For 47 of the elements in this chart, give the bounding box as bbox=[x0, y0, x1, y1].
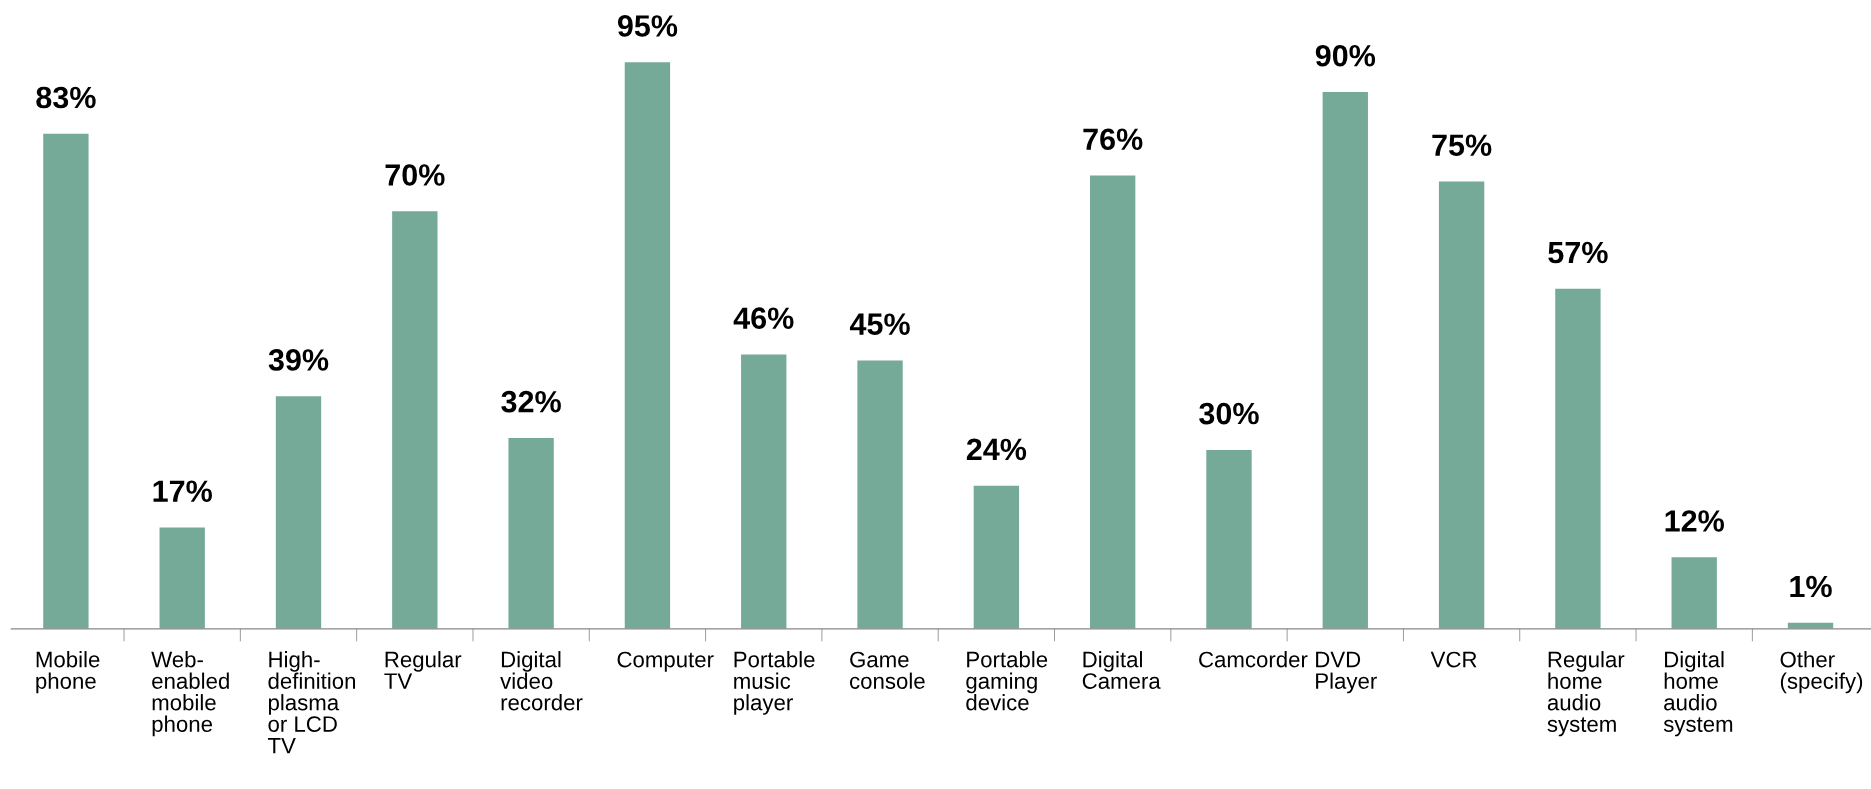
x-tick-label: DVD Player bbox=[1316, 651, 1377, 694]
data-label: 76% bbox=[1083, 128, 1143, 151]
x-tick-label: Mobile phone bbox=[36, 651, 100, 694]
bar bbox=[741, 354, 787, 629]
data-label: 46% bbox=[733, 307, 794, 329]
bar bbox=[1438, 181, 1485, 629]
data-label: 83% bbox=[36, 86, 96, 109]
data-label: 32% bbox=[501, 390, 561, 413]
x-tick-label: Web- enabled mobile phone bbox=[151, 651, 229, 737]
bar bbox=[508, 437, 554, 629]
bar bbox=[973, 485, 1020, 629]
bar bbox=[43, 133, 89, 629]
bar bbox=[392, 211, 438, 629]
x-tick-label: High- definition plasma or LCD TV bbox=[268, 651, 356, 754]
x-tick-label: Digital home audio system bbox=[1663, 651, 1733, 737]
x-tick-label: Portable music player bbox=[734, 651, 815, 715]
bar bbox=[624, 62, 671, 629]
x-tick-label: Other (specify) bbox=[1780, 651, 1863, 694]
x-tick-label: Regular TV bbox=[384, 651, 462, 689]
bar bbox=[275, 396, 322, 629]
x-tick-label: Portable gaming device bbox=[966, 651, 1048, 711]
data-label: 17% bbox=[153, 480, 212, 502]
data-label: 95% bbox=[617, 15, 678, 37]
bar bbox=[857, 360, 903, 629]
bar bbox=[1089, 175, 1136, 629]
x-tick-label: Camcorder bbox=[1199, 651, 1308, 668]
x-tick-label: Regular home audio system bbox=[1547, 651, 1625, 737]
x-tick-label: VCR bbox=[1430, 651, 1477, 668]
data-label: 57% bbox=[1548, 241, 1608, 264]
data-label: 30% bbox=[1199, 402, 1259, 425]
x-tick-label: Computer bbox=[617, 651, 714, 672]
x-tick-label: Digital Camera bbox=[1082, 651, 1161, 689]
bar bbox=[1206, 449, 1252, 629]
data-label: 12% bbox=[1665, 510, 1724, 532]
x-tick-label: Game console bbox=[850, 651, 925, 689]
bar bbox=[1671, 557, 1717, 629]
data-label: 90% bbox=[1315, 44, 1376, 67]
data-label: 1% bbox=[1790, 575, 1832, 598]
bar bbox=[1322, 92, 1368, 629]
data-label: 70% bbox=[385, 164, 445, 186]
data-label: 75% bbox=[1432, 134, 1492, 156]
bar bbox=[1555, 288, 1601, 629]
x-tick-label: Digital video recorder bbox=[500, 651, 583, 711]
bar bbox=[159, 527, 205, 629]
data-label: 24% bbox=[966, 438, 1027, 461]
data-label: 45% bbox=[849, 313, 910, 335]
data-label: 39% bbox=[268, 349, 329, 371]
